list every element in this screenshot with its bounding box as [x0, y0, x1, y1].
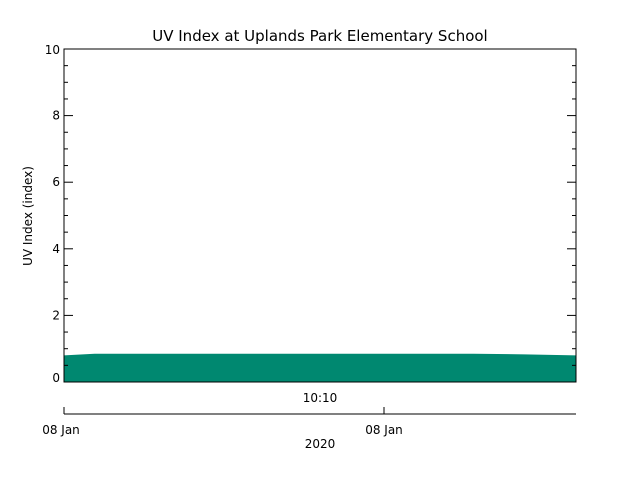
plot-frame: [63, 48, 577, 383]
date-label-start: 08 Jan: [42, 423, 80, 437]
y-axis-tick-labels: 0 2 4 6 8 10: [45, 43, 60, 385]
y-tick-label: 0: [52, 371, 60, 385]
x-axis-year-label: 2020: [305, 437, 336, 451]
chart-title: UV Index at Uplands Park Elementary Scho…: [152, 27, 487, 45]
plot-area: 0 2 4 6 8 10: [45, 43, 577, 385]
time-center-label: 10:10: [303, 391, 338, 405]
y-axis-ticks: [64, 48, 576, 383]
y-tick-label: 4: [52, 242, 60, 256]
y-tick-label: 2: [52, 308, 60, 322]
date-label-middle: 08 Jan: [365, 423, 403, 437]
uv-index-area: [64, 353, 576, 382]
y-tick-label: 8: [52, 109, 60, 123]
time-axis: 10:10 08 Jan 08 Jan 2020: [42, 391, 576, 451]
y-tick-label: 6: [52, 175, 60, 189]
y-tick-label: 10: [45, 43, 60, 57]
y-axis-label: UV Index (index): [21, 166, 35, 266]
